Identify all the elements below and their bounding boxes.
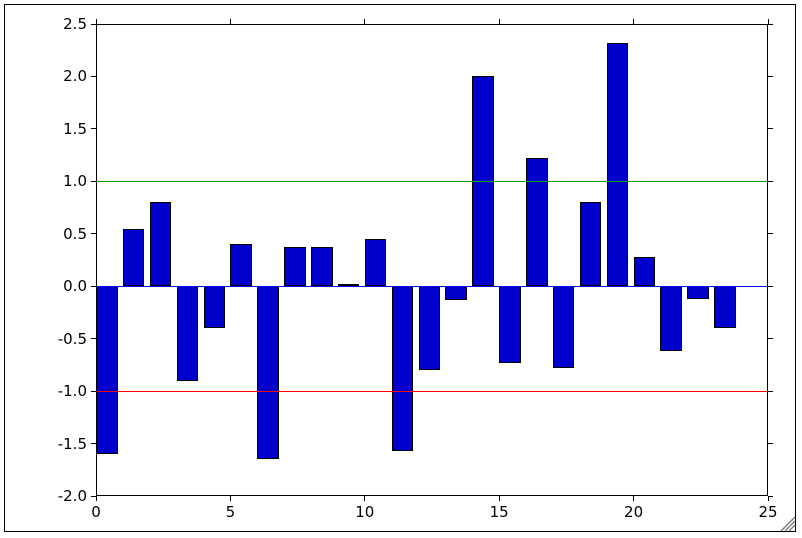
y-tick [91, 286, 96, 287]
y-tick [91, 338, 96, 339]
y-tick [91, 233, 96, 234]
x-tick [230, 19, 231, 24]
y-tick [91, 181, 96, 182]
bar [526, 158, 548, 286]
y-tick-label: 1.5 [27, 120, 87, 138]
bar [150, 202, 172, 286]
reference-line [96, 181, 768, 182]
y-tick [768, 338, 773, 339]
x-tick [96, 496, 97, 501]
bar [634, 257, 656, 286]
axis-spine [96, 24, 768, 25]
y-tick-label: 1.0 [27, 172, 87, 190]
reference-line [96, 286, 768, 287]
plot-area: 0510152025-2.0-1.5-1.0-0.50.00.51.01.52.… [96, 24, 768, 496]
bar [607, 43, 629, 286]
bar [123, 229, 145, 287]
y-tick [768, 443, 773, 444]
y-tick [91, 391, 96, 392]
axis-spine [96, 24, 97, 496]
x-tick [499, 496, 500, 501]
y-tick-label: 0.5 [27, 225, 87, 243]
bar [580, 202, 602, 286]
bar [257, 286, 279, 459]
bar [284, 247, 306, 286]
x-tick-label: 15 [474, 503, 524, 521]
bar [445, 286, 467, 300]
x-tick [768, 496, 769, 501]
y-tick-label: 2.5 [27, 15, 87, 33]
y-tick [768, 24, 773, 25]
y-tick [768, 391, 773, 392]
bar [553, 286, 575, 368]
y-tick [768, 181, 773, 182]
y-tick [768, 76, 773, 77]
bar [499, 286, 521, 363]
bar [419, 286, 441, 370]
y-tick-label: -0.5 [27, 330, 87, 348]
y-tick [768, 233, 773, 234]
x-tick [230, 496, 231, 501]
bar [392, 286, 414, 451]
axis-spine [767, 24, 768, 496]
x-tick [364, 19, 365, 24]
bar [687, 286, 709, 299]
reference-line [96, 391, 768, 392]
y-tick [91, 24, 96, 25]
x-tick-label: 25 [743, 503, 793, 521]
bar [365, 239, 387, 286]
y-tick-label: -2.0 [27, 487, 87, 505]
y-tick-label: 0.0 [27, 277, 87, 295]
y-tick [768, 496, 773, 497]
y-tick [768, 128, 773, 129]
axis-spine [96, 495, 768, 496]
y-tick [768, 286, 773, 287]
bar [177, 286, 199, 380]
x-tick-label: 10 [340, 503, 390, 521]
y-tick [91, 76, 96, 77]
bar [714, 286, 736, 328]
y-tick [91, 128, 96, 129]
bar [96, 286, 118, 454]
y-tick [91, 443, 96, 444]
x-tick [633, 19, 634, 24]
y-tick-label: -1.5 [27, 435, 87, 453]
x-tick [633, 496, 634, 501]
x-tick-label: 5 [205, 503, 255, 521]
bar [660, 286, 682, 351]
y-tick [91, 496, 96, 497]
bar [204, 286, 226, 328]
bar [230, 244, 252, 286]
x-tick [499, 19, 500, 24]
x-tick [364, 496, 365, 501]
y-tick-label: 2.0 [27, 67, 87, 85]
x-tick-label: 20 [609, 503, 659, 521]
y-tick-label: -1.0 [27, 382, 87, 400]
bar [311, 247, 333, 286]
x-tick-label: 0 [71, 503, 121, 521]
